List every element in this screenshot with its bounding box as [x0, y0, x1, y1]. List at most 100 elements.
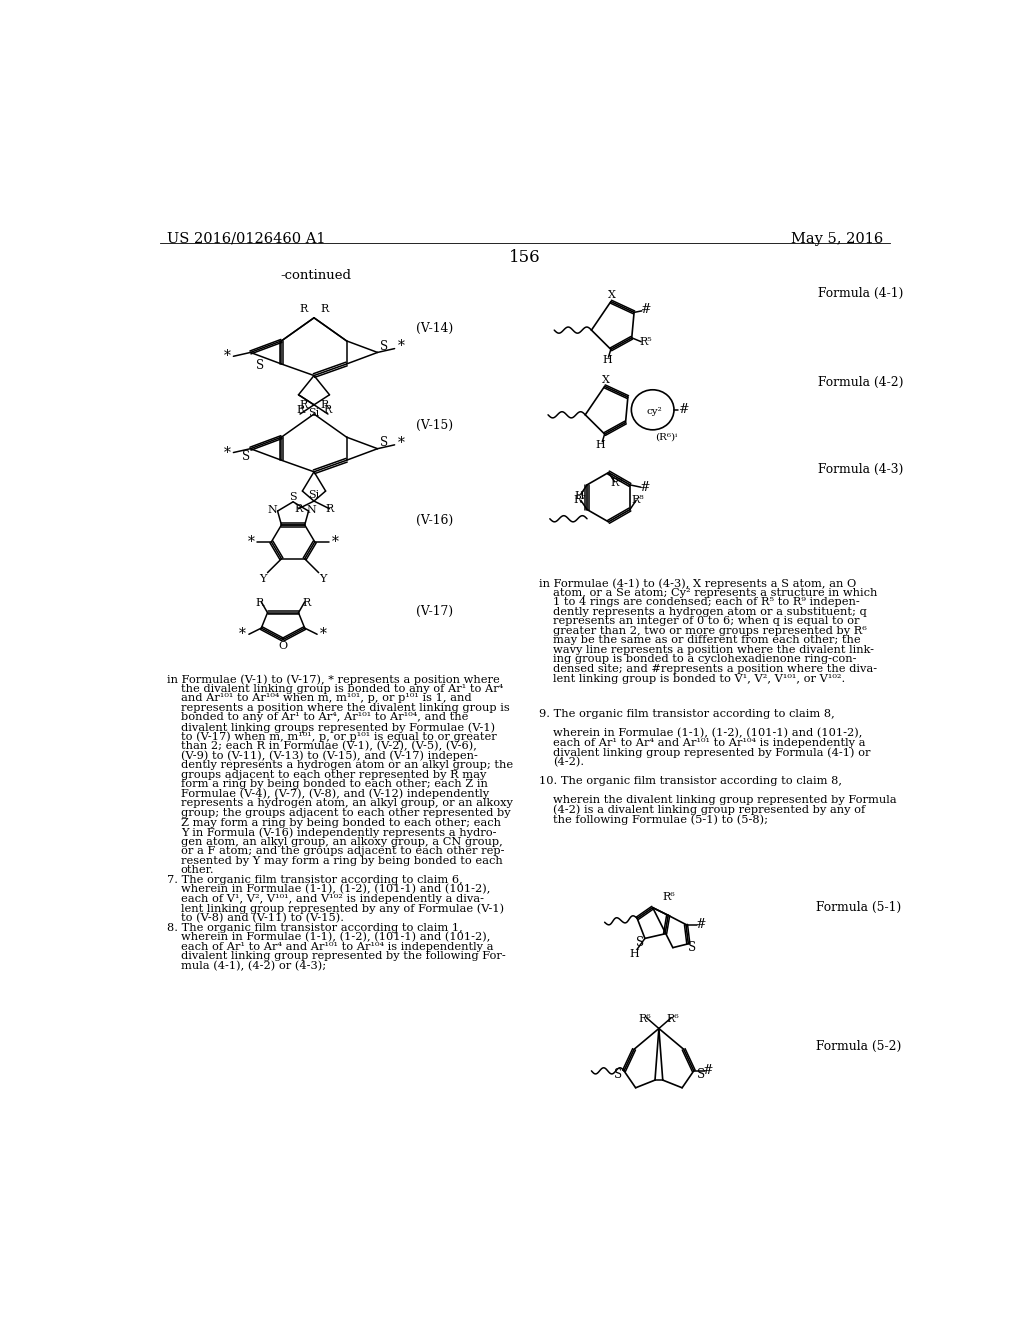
Text: R⁵: R⁵ [639, 337, 652, 347]
Text: -continued: -continued [281, 268, 351, 281]
Text: H: H [574, 491, 584, 500]
Text: *: * [224, 446, 230, 459]
Text: R⁷: R⁷ [573, 495, 586, 506]
Text: Z may form a ring by being bonded to each other; each: Z may form a ring by being bonded to eac… [180, 817, 501, 828]
Text: Formula (4-1): Formula (4-1) [818, 286, 903, 300]
Text: wherein the divalent linking group represented by Formula: wherein the divalent linking group repre… [553, 795, 896, 805]
Text: Formulae (V-4), (V-7), (V-8), and (V-12) independently: Formulae (V-4), (V-7), (V-8), and (V-12)… [180, 789, 488, 800]
Text: greater than 2, two or more groups represented by R⁶: greater than 2, two or more groups repre… [553, 626, 866, 636]
Text: the divalent linking group is bonded to any of Ar¹ to Ar⁴: the divalent linking group is bonded to … [180, 684, 503, 694]
Text: S: S [613, 1068, 622, 1081]
Text: atom, or a Se atom; Cy² represents a structure in which: atom, or a Se atom; Cy² represents a str… [553, 587, 878, 598]
Text: wherein in Formulae (1-1), (1-2), (101-1) and (101-2),: wherein in Formulae (1-1), (1-2), (101-1… [553, 729, 862, 738]
Text: US 2016/0126460 A1: US 2016/0126460 A1 [167, 231, 326, 246]
Text: Y in Formula (V-16) independently represents a hydro-: Y in Formula (V-16) independently repres… [180, 828, 497, 838]
Text: cy²: cy² [646, 407, 663, 416]
Text: represents an integer of 0 to 6; when q is equal to or: represents an integer of 0 to 6; when q … [553, 616, 859, 626]
Text: in Formulae (V-1) to (V-17), * represents a position where: in Formulae (V-1) to (V-17), * represent… [167, 675, 500, 685]
Text: than 2; each R in Formulae (V-1), (V-2), (V-5), (V-6),: than 2; each R in Formulae (V-1), (V-2),… [180, 741, 476, 751]
Text: H: H [602, 355, 611, 366]
Text: X: X [608, 290, 616, 301]
Text: group; the groups adjacent to each other represented by: group; the groups adjacent to each other… [180, 808, 510, 818]
Text: R: R [299, 304, 307, 314]
Text: R⁸: R⁸ [632, 495, 644, 506]
Text: R: R [321, 400, 329, 409]
Text: ing group is bonded to a cyclohexadienone ring-con-: ing group is bonded to a cyclohexadienon… [553, 655, 856, 664]
Text: (V-9) to (V-11), (V-13) to (V-15), and (V-17) indepen-: (V-9) to (V-11), (V-13) to (V-15), and (… [180, 751, 477, 762]
Text: R⁶: R⁶ [663, 892, 675, 902]
Text: divalent linking group represented by Formula (4-1) or: divalent linking group represented by Fo… [553, 747, 870, 758]
Text: R: R [299, 400, 307, 409]
Text: each of V¹, V², V¹⁰¹, and V¹⁰² is independently a diva-: each of V¹, V², V¹⁰¹, and V¹⁰² is indepe… [180, 894, 483, 904]
Text: represents a position where the divalent linking group is: represents a position where the divalent… [180, 704, 510, 713]
Text: S: S [289, 492, 297, 502]
Text: S: S [636, 936, 644, 949]
Text: divalent linking group represented by the following For-: divalent linking group represented by th… [180, 952, 506, 961]
Text: (4-2) is a divalent linking group represented by any of: (4-2) is a divalent linking group repres… [553, 804, 865, 814]
Text: gen atom, an alkyl group, an alkoxy group, a CN group,: gen atom, an alkyl group, an alkoxy grou… [180, 837, 503, 846]
Text: R: R [321, 304, 329, 314]
Text: (V-14): (V-14) [417, 322, 454, 335]
Text: to (V-8) and (V-11) to (V-15).: to (V-8) and (V-11) to (V-15). [180, 913, 344, 923]
Text: represents a hydrogen atom, an alkyl group, or an alkoxy: represents a hydrogen atom, an alkyl gro… [180, 799, 513, 808]
Text: (R⁶)ⁱ: (R⁶)ⁱ [655, 432, 678, 441]
Text: R⁶: R⁶ [639, 1014, 651, 1024]
Text: each of Ar¹ to Ar⁴ and Ar¹⁰¹ to Ar¹⁰⁴ is independently a: each of Ar¹ to Ar⁴ and Ar¹⁰¹ to Ar¹⁰⁴ is… [180, 941, 494, 952]
Text: the following Formulae (5-1) to (5-8);: the following Formulae (5-1) to (5-8); [553, 814, 768, 825]
Text: and Ar¹⁰¹ to Ar¹⁰⁴ when m, m¹⁰¹, p, or p¹⁰¹ is 1, and: and Ar¹⁰¹ to Ar¹⁰⁴ when m, m¹⁰¹, p, or p… [180, 693, 471, 704]
Text: *: * [240, 627, 246, 642]
Text: #: # [694, 917, 706, 931]
Text: lent linking group represented by any of Formulae (V-1): lent linking group represented by any of… [180, 903, 504, 913]
Text: form a ring by being bonded to each other; each Z in: form a ring by being bonded to each othe… [180, 779, 487, 789]
Text: densed site; and #represents a position where the diva-: densed site; and #represents a position … [553, 664, 877, 675]
Text: 1 to 4 rings are condensed; each of R⁵ to R⁹ indepen-: 1 to 4 rings are condensed; each of R⁵ t… [553, 597, 859, 607]
Text: mula (4-1), (4-2) or (4-3);: mula (4-1), (4-2) or (4-3); [180, 961, 326, 972]
Text: R: R [256, 598, 264, 609]
Text: Formula (5-2): Formula (5-2) [816, 1040, 901, 1053]
Text: Formula (4-2): Formula (4-2) [818, 376, 903, 388]
Text: R⁶: R⁶ [667, 1014, 679, 1024]
Text: #: # [639, 482, 649, 495]
Text: wherein in Formulae (1-1), (1-2), (101-1) and (101-2),: wherein in Formulae (1-1), (1-2), (101-1… [180, 884, 490, 895]
Text: N: N [307, 504, 316, 515]
Text: S: S [242, 450, 250, 463]
Text: *: * [397, 436, 404, 450]
Text: may be the same as or different from each other; the: may be the same as or different from eac… [553, 635, 860, 645]
Text: *: * [397, 339, 404, 354]
Text: resented by Y may form a ring by being bonded to each: resented by Y may form a ring by being b… [180, 855, 503, 866]
Text: Formula (5-1): Formula (5-1) [816, 902, 901, 915]
Text: #: # [702, 1064, 713, 1077]
Text: wherein in Formulae (1-1), (1-2), (101-1) and (101-2),: wherein in Formulae (1-1), (1-2), (101-1… [180, 932, 490, 942]
Text: or a F atom; and the groups adjacent to each other rep-: or a F atom; and the groups adjacent to … [180, 846, 504, 857]
Text: R: R [324, 405, 332, 416]
Text: dently represents a hydrogen atom or a substituent; q: dently represents a hydrogen atom or a s… [553, 607, 866, 616]
Text: S: S [256, 359, 264, 372]
Text: 10. The organic film transistor according to claim 8,: 10. The organic film transistor accordin… [539, 776, 842, 785]
Text: #: # [679, 404, 689, 416]
Text: 7. The organic film transistor according to claim 6,: 7. The organic film transistor according… [167, 875, 463, 884]
Text: R: R [296, 405, 304, 416]
Text: N: N [267, 504, 278, 515]
Text: 8. The organic film transistor according to claim 1,: 8. The organic film transistor according… [167, 923, 463, 932]
Text: Y: Y [259, 574, 266, 583]
Text: dently represents a hydrogen atom or an alkyl group; the: dently represents a hydrogen atom or an … [180, 760, 513, 771]
Text: R: R [326, 504, 334, 513]
Text: (4-2).: (4-2). [553, 756, 584, 767]
Text: *: * [224, 350, 230, 363]
Text: (V-16): (V-16) [417, 515, 454, 527]
Text: *: * [332, 535, 338, 549]
Text: divalent linking groups represented by Formulae (V-1): divalent linking groups represented by F… [180, 722, 495, 733]
Text: wavy line represents a position where the divalent link-: wavy line represents a position where th… [553, 645, 873, 655]
Text: groups adjacent to each other represented by R may: groups adjacent to each other represente… [180, 770, 486, 780]
Text: May 5, 2016: May 5, 2016 [791, 231, 883, 246]
Text: S: S [380, 436, 388, 449]
Text: R: R [294, 504, 303, 513]
Text: other.: other. [180, 866, 214, 875]
Text: bonded to any of Ar¹ to Ar⁴, Ar¹⁰¹ to Ar¹⁰⁴, and the: bonded to any of Ar¹ to Ar⁴, Ar¹⁰¹ to Ar… [180, 713, 468, 722]
Text: Formula (4-3): Formula (4-3) [818, 462, 903, 475]
Text: (V-17): (V-17) [417, 605, 454, 618]
Text: X: X [602, 375, 610, 385]
Text: S: S [688, 941, 696, 954]
Text: H: H [629, 949, 639, 958]
Text: Si: Si [308, 490, 319, 500]
